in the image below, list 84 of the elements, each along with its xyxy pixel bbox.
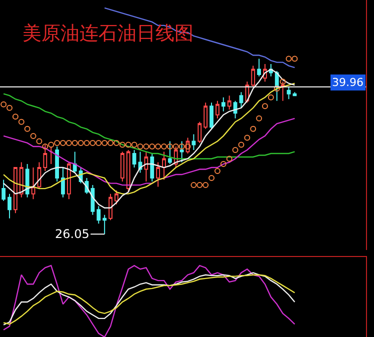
- point: [125, 142, 132, 148]
- point: [238, 142, 244, 148]
- annotation: 26.05: [55, 227, 90, 241]
- candlestick: [198, 121, 202, 144]
- candlestick: [13, 167, 18, 214]
- point: [24, 126, 30, 132]
- point: [178, 143, 185, 150]
- candlestick: [55, 146, 59, 182]
- candlestick: [66, 162, 71, 200]
- point: [42, 143, 48, 150]
- point: [54, 140, 60, 146]
- point: [190, 182, 197, 188]
- point: [131, 142, 138, 148]
- point: [244, 134, 250, 141]
- point: [202, 182, 209, 188]
- candlestick: [221, 96, 226, 112]
- candlestick: [204, 102, 208, 130]
- candlestick: [61, 167, 65, 198]
- point: [172, 143, 179, 150]
- point: [155, 143, 162, 150]
- candlestick: [162, 151, 166, 180]
- point: [226, 156, 232, 162]
- point: [166, 143, 173, 150]
- candlestick: [90, 184, 95, 216]
- point: [119, 142, 126, 148]
- candlestick: [156, 162, 160, 188]
- point: [196, 182, 203, 188]
- candlestick: [286, 86, 291, 100]
- point: [262, 103, 268, 110]
- point: [208, 175, 215, 182]
- point: [184, 143, 191, 150]
- candlestick: [257, 58, 262, 77]
- candlestick: [19, 162, 24, 198]
- point: [286, 56, 292, 62]
- point: [160, 143, 167, 150]
- candlestick: [108, 193, 112, 221]
- point: [78, 140, 84, 146]
- point: [30, 132, 36, 139]
- candlestick: [150, 152, 154, 182]
- candlestick: [192, 134, 196, 150]
- point: [60, 140, 66, 146]
- candlestick: [31, 167, 36, 200]
- point: [268, 94, 274, 100]
- point: [6, 104, 13, 111]
- point: [137, 143, 144, 150]
- point: [232, 146, 238, 153]
- point: [66, 140, 72, 146]
- text: 39.96: [332, 76, 364, 89]
- candlestick: [102, 214, 107, 235]
- candlestick: [210, 102, 214, 130]
- point: [292, 56, 298, 62]
- point: [84, 140, 90, 146]
- candlestick: [2, 179, 6, 202]
- point: [220, 161, 226, 168]
- candlestick: [132, 149, 136, 168]
- candlestick: [216, 100, 220, 119]
- point: [274, 86, 280, 92]
- point: [90, 140, 96, 146]
- point: [280, 78, 286, 85]
- candlestick: [8, 193, 12, 219]
- candlestick: [72, 151, 77, 174]
- candlestick: [251, 65, 256, 88]
- candlestick: [239, 92, 244, 108]
- point: [18, 118, 24, 125]
- point: [36, 138, 42, 144]
- point: [48, 142, 54, 148]
- point: [149, 143, 156, 150]
- candlestick: [227, 95, 232, 110]
- point: [96, 140, 102, 146]
- candlestick: [96, 206, 101, 224]
- point: [250, 126, 256, 132]
- candlestick: [114, 190, 118, 205]
- candlestick: [144, 151, 148, 182]
- point: [113, 140, 120, 146]
- point: [108, 140, 114, 146]
- point: [256, 115, 262, 122]
- point: [0, 101, 7, 108]
- candlestick: [126, 149, 130, 193]
- point: [143, 143, 150, 150]
- point: [72, 140, 78, 146]
- point: [102, 140, 108, 146]
- point: [214, 168, 220, 174]
- point: [12, 114, 18, 120]
- candlestick: [120, 151, 124, 182]
